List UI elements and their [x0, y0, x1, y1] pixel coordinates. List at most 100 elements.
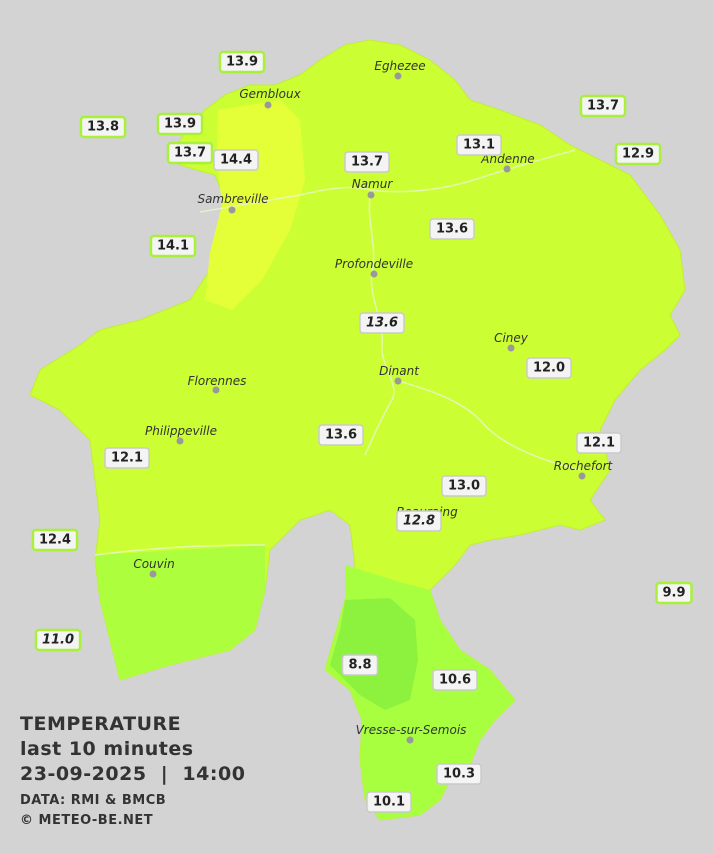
- cities: Eghezee Gembloux Andenne Namur Sambrevil…: [133, 59, 614, 744]
- station-label: 12.1: [576, 432, 622, 454]
- station-label: 8.8: [341, 654, 379, 676]
- station-label: 14.1: [149, 234, 197, 258]
- station-box: [156, 112, 204, 136]
- station-box: [441, 475, 487, 497]
- river: [94, 544, 266, 556]
- cold-zone: [330, 598, 418, 710]
- city-label: Profondeville: [335, 257, 413, 271]
- city-label: Rochefort: [554, 459, 614, 473]
- station-value: 12.1: [583, 436, 615, 451]
- station-box: [341, 654, 379, 676]
- river: [394, 379, 581, 471]
- station-value: 12.9: [622, 147, 654, 162]
- station-label: 13.7: [344, 151, 390, 173]
- cool-zone: [95, 545, 265, 680]
- station-value: 13.0: [448, 479, 480, 494]
- station-box: [359, 312, 405, 334]
- city-label: Vresse-sur-Semois: [356, 723, 467, 737]
- station-label: 13.7: [579, 94, 627, 118]
- station-value: 13.1: [463, 138, 495, 153]
- station-label: 9.9: [655, 581, 693, 605]
- station-label: 13.9: [218, 50, 266, 74]
- city-dot: [228, 206, 236, 214]
- station-label: 13.7: [166, 141, 214, 165]
- river: [364, 189, 395, 456]
- station-box: [31, 528, 79, 552]
- city-label: Eghezee: [374, 59, 425, 73]
- station-value: 13.7: [587, 99, 619, 114]
- station-value: 11.0: [42, 633, 74, 648]
- station-value: 13.9: [226, 55, 258, 70]
- station-value: 12.1: [111, 451, 143, 466]
- station-value: 10.6: [439, 673, 471, 688]
- city-label: Ciney: [494, 331, 529, 345]
- city-dot: [503, 165, 511, 173]
- station-value: 8.8: [348, 658, 371, 673]
- legend: TEMPERATURE last 10 minutes 23-09-2025 |…: [20, 713, 245, 828]
- station-value: 13.6: [436, 222, 468, 237]
- station-value: 10.1: [373, 795, 405, 810]
- station-label: 13.9: [156, 112, 204, 136]
- station-box: [366, 791, 412, 813]
- station-box: [213, 149, 259, 171]
- title: TEMPERATURE: [20, 713, 181, 735]
- city-dot: [394, 377, 402, 385]
- station-label: 10.6: [432, 669, 478, 691]
- city-dot: [367, 191, 375, 199]
- station-box: [344, 151, 390, 173]
- station-label: 13.6: [318, 424, 364, 446]
- station-label: 12.4: [31, 528, 79, 552]
- station-box: [579, 94, 627, 118]
- station-value: 13.6: [366, 316, 398, 331]
- city-label: Philippeville: [145, 424, 217, 438]
- station-box: [432, 669, 478, 691]
- city-dot: [370, 270, 378, 278]
- station-box: [218, 50, 266, 74]
- city-label: Couvin: [133, 557, 174, 571]
- station-label: 11.0: [34, 628, 82, 652]
- city-dot: [176, 437, 184, 445]
- station-label: 13.8: [79, 115, 127, 139]
- city-dot: [264, 101, 272, 109]
- source: DATA: RMI & BMCB: [20, 793, 166, 808]
- city-label: Florennes: [188, 374, 247, 388]
- station-value: 13.8: [87, 120, 119, 135]
- station-label: 10.3: [436, 763, 482, 785]
- station-value: 13.7: [174, 146, 206, 161]
- city-label: Dinant: [379, 364, 420, 378]
- station-box: [166, 141, 214, 165]
- station-box: [655, 581, 693, 605]
- city-label: Sambreville: [197, 192, 268, 206]
- city-label: Namur: [352, 177, 394, 191]
- city-dot: [212, 386, 220, 394]
- station-label: 12.0: [526, 357, 572, 379]
- station-label: 12.1: [104, 447, 150, 469]
- station-box: [576, 432, 622, 454]
- station-label: 13.6: [429, 218, 475, 240]
- station-box: [104, 447, 150, 469]
- subtitle: last 10 minutes: [20, 738, 194, 760]
- city-dot: [578, 472, 586, 480]
- station-label: 14.4: [213, 149, 259, 171]
- city-dot: [406, 736, 414, 744]
- station-label: 13.0: [441, 475, 487, 497]
- station-value: 13.7: [351, 155, 383, 170]
- station-box: [318, 424, 364, 446]
- station-box: [436, 763, 482, 785]
- station-label: 13.1: [456, 134, 502, 156]
- station-label: 12.8: [396, 510, 442, 532]
- station-box: [34, 628, 82, 652]
- copyright: © METEO-BE.NET: [20, 813, 153, 828]
- station-label: 13.6: [359, 312, 405, 334]
- datetime: 23-09-2025 | 14:00: [20, 763, 245, 785]
- station-label: 12.9: [614, 142, 662, 166]
- station-value: 13.6: [325, 428, 357, 443]
- city-dot: [507, 344, 515, 352]
- station-box: [149, 234, 197, 258]
- station-value: 12.4: [39, 533, 71, 548]
- city-label: Gembloux: [239, 87, 301, 101]
- station-value: 10.3: [443, 767, 475, 782]
- station-box: [79, 115, 127, 139]
- station-value: 12.0: [533, 361, 565, 376]
